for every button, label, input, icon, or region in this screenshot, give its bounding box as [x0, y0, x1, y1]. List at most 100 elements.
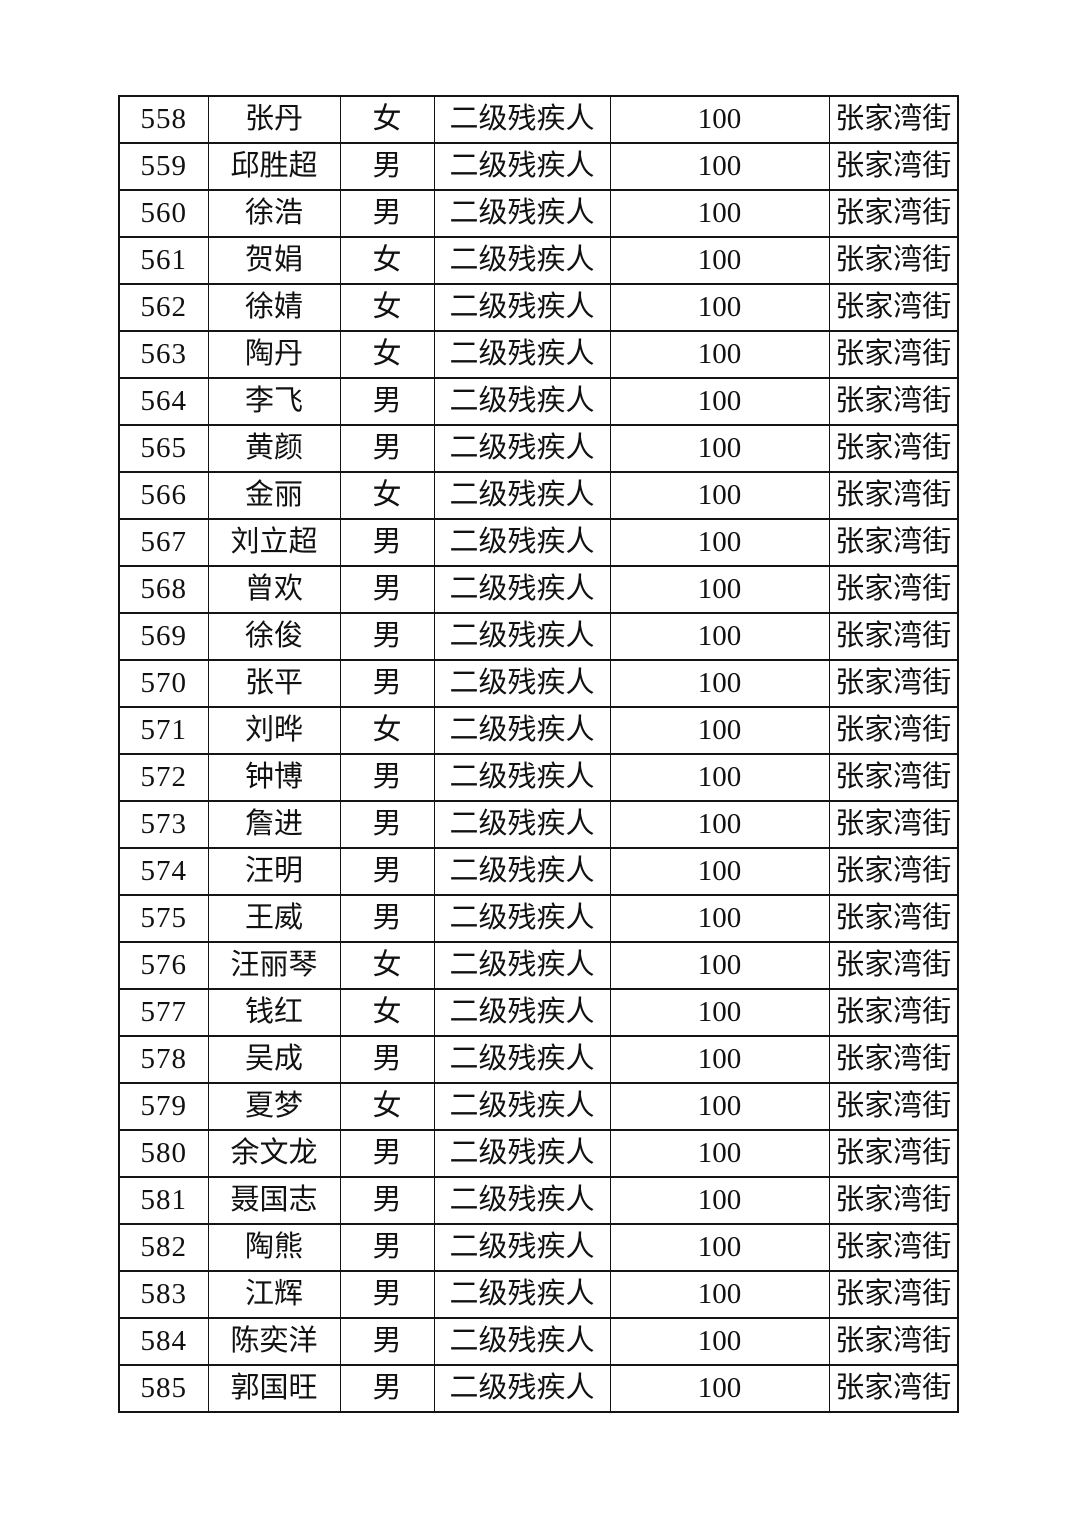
cell-gender: 男	[339, 1364, 435, 1413]
cell-disability-category: 二级残疾人	[433, 1082, 611, 1131]
cell-amount: 100	[609, 330, 830, 379]
table-row: 575 王威男二级残疾人 100 张家湾街	[118, 894, 959, 943]
table-row: 566 金丽女二级残疾人 100 张家湾街	[118, 471, 959, 520]
cell-street: 张家湾街	[828, 424, 959, 473]
cell-person-name: 余文龙	[207, 1129, 341, 1178]
cell-serial-number: 567	[118, 518, 209, 567]
cell-street: 张家湾街	[828, 612, 959, 661]
cell-person-name: 王威	[207, 894, 341, 943]
cell-serial-number: 568	[118, 565, 209, 614]
cell-disability-category: 二级残疾人	[433, 706, 611, 755]
cell-amount: 100	[609, 95, 830, 144]
cell-street: 张家湾街	[828, 988, 959, 1037]
cell-amount: 100	[609, 800, 830, 849]
cell-amount: 100	[609, 1176, 830, 1225]
cell-street: 张家湾街	[828, 189, 959, 238]
cell-disability-category: 二级残疾人	[433, 471, 611, 520]
cell-person-name: 吴成	[207, 1035, 341, 1084]
cell-serial-number: 583	[118, 1270, 209, 1319]
cell-serial-number: 571	[118, 706, 209, 755]
cell-street: 张家湾街	[828, 95, 959, 144]
cell-street: 张家湾街	[828, 1317, 959, 1366]
cell-person-name: 陶丹	[207, 330, 341, 379]
cell-gender: 女	[339, 330, 435, 379]
cell-gender: 男	[339, 847, 435, 896]
cell-disability-category: 二级残疾人	[433, 1176, 611, 1225]
cell-person-name: 钱红	[207, 988, 341, 1037]
cell-gender: 女	[339, 988, 435, 1037]
cell-gender: 男	[339, 1223, 435, 1272]
cell-gender: 男	[339, 1176, 435, 1225]
cell-amount: 100	[609, 659, 830, 708]
cell-gender: 男	[339, 753, 435, 802]
cell-gender: 男	[339, 800, 435, 849]
table-row: 564 李飞男二级残疾人 100 张家湾街	[118, 377, 959, 426]
cell-person-name: 徐浩	[207, 189, 341, 238]
cell-person-name: 陶熊	[207, 1223, 341, 1272]
cell-street: 张家湾街	[828, 283, 959, 332]
cell-person-name: 刘立超	[207, 518, 341, 567]
table-row: 568 曾欢男二级残疾人 100 张家湾街	[118, 565, 959, 614]
cell-disability-category: 二级残疾人	[433, 95, 611, 144]
cell-gender: 男	[339, 894, 435, 943]
cell-street: 张家湾街	[828, 894, 959, 943]
cell-amount: 100	[609, 1317, 830, 1366]
cell-amount: 100	[609, 753, 830, 802]
table-row: 584 陈奕洋男二级残疾人 100 张家湾街	[118, 1317, 959, 1366]
table-row: 559 邱胜超男二级残疾人 100 张家湾街	[118, 142, 959, 191]
cell-serial-number: 566	[118, 471, 209, 520]
table-row: 565 黄颜男二级残疾人 100 张家湾街	[118, 424, 959, 473]
table-row: 583 江辉男二级残疾人 100 张家湾街	[118, 1270, 959, 1319]
table-row: 569 徐俊男二级残疾人 100 张家湾街	[118, 612, 959, 661]
cell-serial-number: 560	[118, 189, 209, 238]
cell-street: 张家湾街	[828, 1270, 959, 1319]
table-body: 558 张丹女二级残疾人 100 张家湾街 559 邱胜超男二级残疾人 100 张家湾街 560…	[118, 95, 959, 1413]
cell-person-name: 黄颜	[207, 424, 341, 473]
cell-disability-category: 二级残疾人	[433, 236, 611, 285]
cell-person-name: 刘晔	[207, 706, 341, 755]
table-row: 578 吴成男二级残疾人 100 张家湾街	[118, 1035, 959, 1084]
cell-gender: 男	[339, 1129, 435, 1178]
cell-serial-number: 585	[118, 1364, 209, 1413]
table-row: 577 钱红女二级残疾人 100 张家湾街	[118, 988, 959, 1037]
cell-serial-number: 565	[118, 424, 209, 473]
cell-disability-category: 二级残疾人	[433, 1223, 611, 1272]
cell-person-name: 汪明	[207, 847, 341, 896]
cell-street: 张家湾街	[828, 941, 959, 990]
cell-gender: 男	[339, 659, 435, 708]
cell-person-name: 夏梦	[207, 1082, 341, 1131]
table-row: 571 刘晔女二级残疾人 100 张家湾街	[118, 706, 959, 755]
cell-gender: 男	[339, 1035, 435, 1084]
table-row: 570 张平男二级残疾人 100 张家湾街	[118, 659, 959, 708]
cell-street: 张家湾街	[828, 1129, 959, 1178]
cell-gender: 男	[339, 142, 435, 191]
cell-person-name: 金丽	[207, 471, 341, 520]
cell-serial-number: 558	[118, 95, 209, 144]
cell-disability-category: 二级残疾人	[433, 612, 611, 661]
cell-amount: 100	[609, 1223, 830, 1272]
cell-gender: 女	[339, 706, 435, 755]
cell-disability-category: 二级残疾人	[433, 377, 611, 426]
cell-amount: 100	[609, 283, 830, 332]
cell-gender: 男	[339, 1270, 435, 1319]
cell-serial-number: 563	[118, 330, 209, 379]
cell-gender: 男	[339, 424, 435, 473]
table-row: 572 钟博男二级残疾人 100 张家湾街	[118, 753, 959, 802]
cell-person-name: 陈奕洋	[207, 1317, 341, 1366]
table-row: 562 徐婧女二级残疾人 100 张家湾街	[118, 283, 959, 332]
cell-gender: 女	[339, 95, 435, 144]
cell-serial-number: 559	[118, 142, 209, 191]
cell-disability-category: 二级残疾人	[433, 424, 611, 473]
cell-amount: 100	[609, 471, 830, 520]
cell-gender: 男	[339, 1317, 435, 1366]
cell-amount: 100	[609, 1270, 830, 1319]
cell-serial-number: 581	[118, 1176, 209, 1225]
cell-amount: 100	[609, 142, 830, 191]
cell-disability-category: 二级残疾人	[433, 1317, 611, 1366]
cell-disability-category: 二级残疾人	[433, 800, 611, 849]
cell-street: 张家湾街	[828, 1082, 959, 1131]
cell-serial-number: 561	[118, 236, 209, 285]
cell-person-name: 詹进	[207, 800, 341, 849]
cell-disability-category: 二级残疾人	[433, 565, 611, 614]
